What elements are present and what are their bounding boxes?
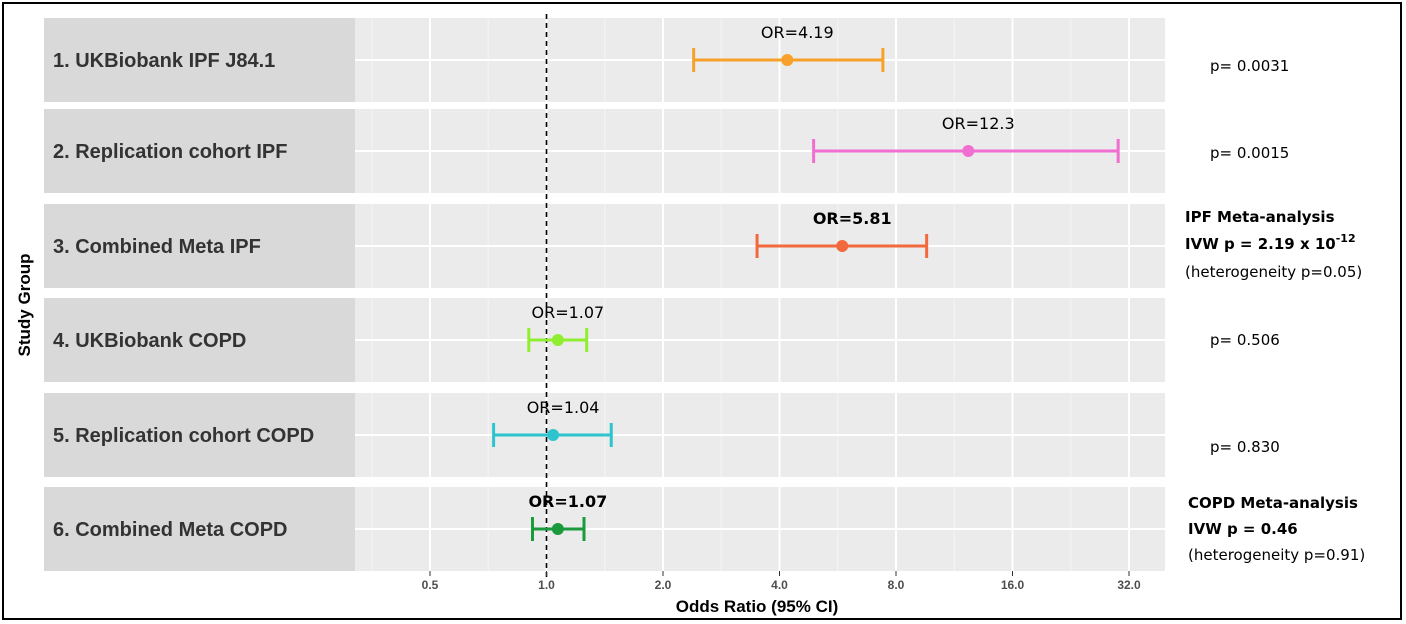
facet-row-3: 3. Combined Meta IPF [44, 204, 1165, 288]
facet-strip [44, 18, 355, 102]
data-marks: OR=4.19 OR=12.3 OR=5.81 OR=1.07 OR=1.04 OR=1.… [492, 23, 1120, 541]
ipf-meta-ivw: IVW p = 2.19 x 10-12 [1185, 232, 1356, 253]
x-tick-label: 16.0 [1001, 578, 1025, 592]
copd-meta-ivw: IVW p = 0.46 [1188, 520, 1298, 538]
p-value-row-5: p= 0.830 [1210, 438, 1280, 456]
facet-label: 4. UKBiobank COPD [53, 330, 246, 352]
or-label: OR=4.19 [761, 23, 834, 42]
estimate-row-4: OR=1.07 [527, 303, 604, 352]
facet-label: 5. Replication cohort COPD [53, 425, 314, 447]
x-tick-label: 8.0 [888, 578, 905, 592]
ipf-meta-ivw-text: IVW p = 2.19 x 10 [1185, 235, 1336, 253]
p-value-annotations: p= 0.0031 p= 0.0015 IPF Meta-analysis IV… [1185, 57, 1365, 564]
facet-row-6: 6. Combined Meta COPD [44, 487, 1165, 571]
facet-strip [44, 393, 355, 477]
copd-meta-title: COPD Meta-analysis [1188, 494, 1358, 512]
point-estimate [962, 145, 975, 157]
ipf-meta-heterogeneity: (heterogeneity p=0.05) [1185, 263, 1362, 281]
facet-row-5: 5. Replication cohort COPD [44, 393, 1165, 477]
estimate-row-1: OR=4.19 [692, 23, 885, 72]
x-axis-ticks: 0.5 1.0 2.0 4.0 8.0 16.0 32.0 [422, 571, 1141, 592]
facet-strip [44, 487, 355, 571]
facet-label: 1. UKBiobank IPF J84.1 [53, 50, 275, 72]
x-tick-label: 2.0 [655, 578, 672, 592]
facet-strip [44, 109, 355, 193]
or-label: OR=12.3 [942, 114, 1015, 133]
ipf-meta-exponent: -12 [1336, 232, 1356, 245]
estimate-row-2: OR=12.3 [812, 114, 1120, 163]
facet-row-1: 1. UKBiobank IPF J84.1 [44, 18, 1165, 102]
point-estimate [551, 523, 564, 535]
p-value-row-2: p= 0.0015 [1210, 144, 1289, 162]
point-estimate [781, 54, 794, 66]
p-value-row-4: p= 0.506 [1210, 331, 1280, 349]
estimate-row-6: OR=1.07 [528, 492, 607, 541]
or-label: OR=1.04 [527, 398, 600, 417]
facet-strip [44, 204, 355, 288]
facet-strip [44, 298, 355, 382]
y-axis-title: Study Group [15, 254, 34, 357]
facet-label: 6. Combined Meta COPD [53, 519, 287, 541]
point-estimate [551, 334, 564, 346]
copd-meta-heterogeneity: (heterogeneity p=0.91) [1188, 546, 1365, 564]
facet-row-4: 4. UKBiobank COPD [44, 298, 1165, 382]
x-tick-label: 1.0 [538, 578, 555, 592]
facet-panels: 1. UKBiobank IPF J84.1 2. Replication coh… [44, 18, 1165, 571]
x-axis-title: Odds Ratio (95% CI) [676, 597, 838, 616]
or-label: OR=1.07 [528, 492, 607, 511]
x-tick-label: 32.0 [1117, 578, 1141, 592]
p-value-row-1: p= 0.0031 [1210, 57, 1289, 75]
x-tick-label: 4.0 [771, 578, 788, 592]
x-tick-label: 0.5 [422, 578, 439, 592]
facet-label: 3. Combined Meta IPF [53, 236, 261, 258]
or-label: OR=1.07 [531, 303, 604, 322]
facet-label: 2. Replication cohort IPF [53, 141, 287, 163]
or-label: OR=5.81 [813, 209, 892, 228]
ipf-meta-title: IPF Meta-analysis [1185, 208, 1335, 226]
estimate-row-3: OR=5.81 [755, 209, 929, 258]
estimate-row-5: OR=1.04 [492, 398, 613, 447]
point-estimate [547, 429, 560, 441]
point-estimate [836, 240, 849, 252]
